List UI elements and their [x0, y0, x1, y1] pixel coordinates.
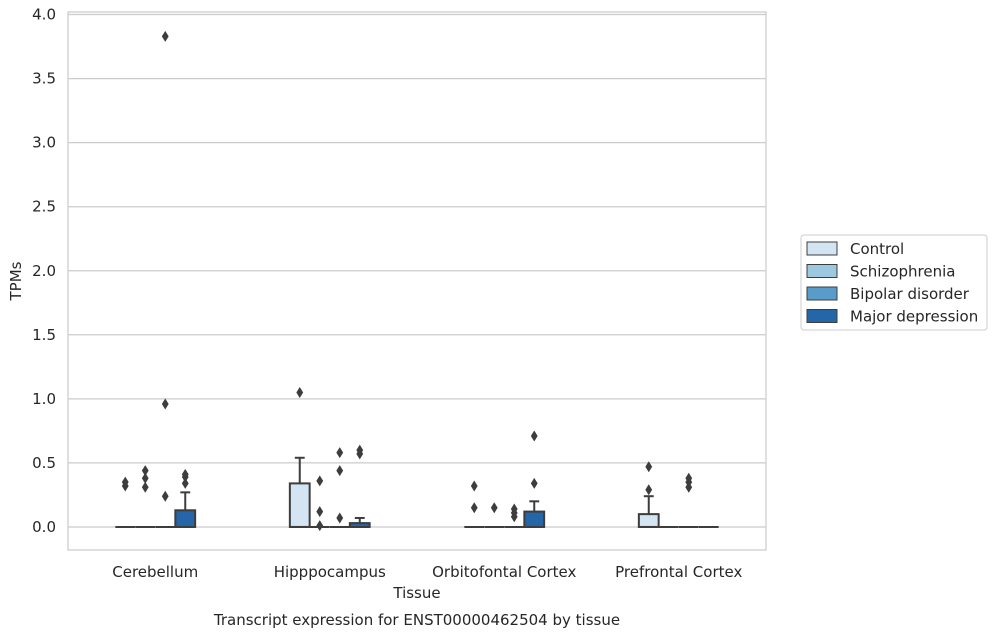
legend-swatch	[806, 286, 838, 301]
outlier-point	[510, 503, 518, 515]
y-tick-label: 1.0	[32, 390, 56, 408]
outlier-point	[470, 480, 478, 492]
y-axis-label: TPMs	[7, 261, 25, 301]
x-tick-label: Orbitofontal Cortex	[432, 563, 576, 581]
outlier-point	[645, 461, 653, 473]
y-tick-label: 2.5	[32, 198, 56, 216]
outlier-point	[181, 477, 189, 489]
outlier-point	[490, 502, 498, 514]
box-control	[115, 476, 136, 528]
chart-title: Transcript expression for ENST0000046250…	[213, 611, 620, 629]
legend-swatch	[806, 264, 838, 278]
outlier-point	[141, 465, 149, 477]
box-bipolar-disorder	[329, 447, 350, 528]
outlier-point	[121, 476, 129, 488]
x-tick-label: Prefrontal Cortex	[615, 563, 742, 581]
y-tick-label: 3.0	[32, 134, 56, 152]
legend-label: Major depression	[850, 308, 978, 326]
y-tick-label: 0.0	[32, 518, 56, 536]
legend-swatch	[806, 309, 838, 323]
box-major-depression	[348, 444, 371, 528]
outlier-point	[316, 520, 324, 532]
legend-swatch	[806, 241, 838, 256]
outlier-point	[336, 465, 344, 477]
outlier-point	[530, 430, 538, 442]
outlier-point	[141, 481, 149, 493]
box	[523, 510, 546, 528]
y-tick-label: 3.5	[32, 70, 56, 88]
box	[174, 509, 197, 528]
y-axis: 0.0 0.5 1.0 1.5 2.0 2.5 3.0 3.5 4.0	[32, 6, 56, 536]
outlier-point	[530, 477, 538, 489]
y-tick-label: 4.0	[32, 6, 56, 24]
x-axis-label: Tissue	[392, 584, 440, 602]
outlier-point	[181, 468, 189, 480]
x-axis: Cerebellum Hipppocampus Orbitofontal Corte…	[112, 563, 742, 581]
box-schizophrenia	[484, 502, 505, 528]
box	[637, 513, 660, 528]
box-schizophrenia	[135, 465, 156, 528]
outlier-point	[316, 506, 324, 518]
outlier-point	[316, 475, 324, 487]
outlier-point	[141, 472, 149, 484]
legend-label: Control	[850, 240, 904, 258]
y-tick-label: 2.0	[32, 262, 56, 280]
legend-frame	[800, 234, 988, 331]
outlier-point	[161, 398, 169, 410]
outlier-point	[296, 386, 304, 398]
box-control	[288, 386, 311, 528]
outlier-point	[470, 502, 478, 514]
box-control	[464, 480, 485, 528]
legend-label: Schizophrenia	[850, 263, 955, 281]
outlier-point	[161, 30, 169, 42]
outlier-point	[161, 490, 169, 502]
plot-area	[115, 30, 719, 532]
outlier-point	[336, 447, 344, 459]
box-bipolar-disorder	[155, 30, 176, 528]
legend: Control Schizophrenia Bipolar disorder Majo…	[800, 234, 988, 331]
y-tick-label: 1.5	[32, 326, 56, 344]
plot-frame	[67, 11, 767, 551]
x-tick-label: Hipppocampus	[274, 563, 386, 581]
outlier-point	[336, 512, 344, 524]
outlier-point	[645, 484, 653, 496]
box-bipolar-disorder	[504, 503, 525, 528]
box	[288, 482, 311, 528]
box-control	[637, 461, 660, 528]
outlier-point	[356, 444, 364, 456]
y-tick-label: 0.5	[32, 454, 56, 472]
grid	[68, 13, 766, 528]
box-schizophrenia	[309, 475, 330, 532]
legend-label: Bipolar disorder	[850, 285, 970, 303]
box-bipolar-disorder	[678, 472, 699, 528]
box-major-depression	[174, 468, 197, 528]
outlier-point	[685, 472, 693, 484]
x-tick-label: Cerebellum	[112, 563, 198, 581]
box-major-depression	[523, 430, 546, 528]
